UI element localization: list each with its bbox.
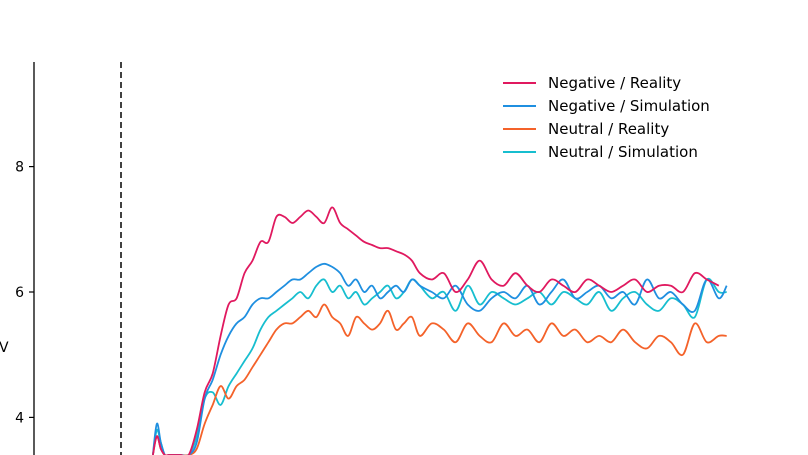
series-line-negative-simulation [152,262,728,455]
y-axis-label: V [0,340,9,356]
series-group [152,206,728,455]
series-line-neutral-reality [152,303,727,455]
legend-label: Neutral / Reality [548,120,669,138]
y-tick-label: 6 [15,285,24,301]
legend: Negative / Reality Negative / Simulation N… [503,74,710,161]
series-line-negative-reality [152,206,720,455]
y-axis: 4 6 8 [15,62,35,455]
y-tick-label: 4 [15,410,24,426]
legend-label: Negative / Reality [548,74,681,92]
legend-label: Negative / Simulation [548,97,710,115]
legend-label: Neutral / Simulation [548,143,698,161]
y-tick-label: 8 [15,160,24,176]
series-line-neutral-simulation [152,277,727,455]
